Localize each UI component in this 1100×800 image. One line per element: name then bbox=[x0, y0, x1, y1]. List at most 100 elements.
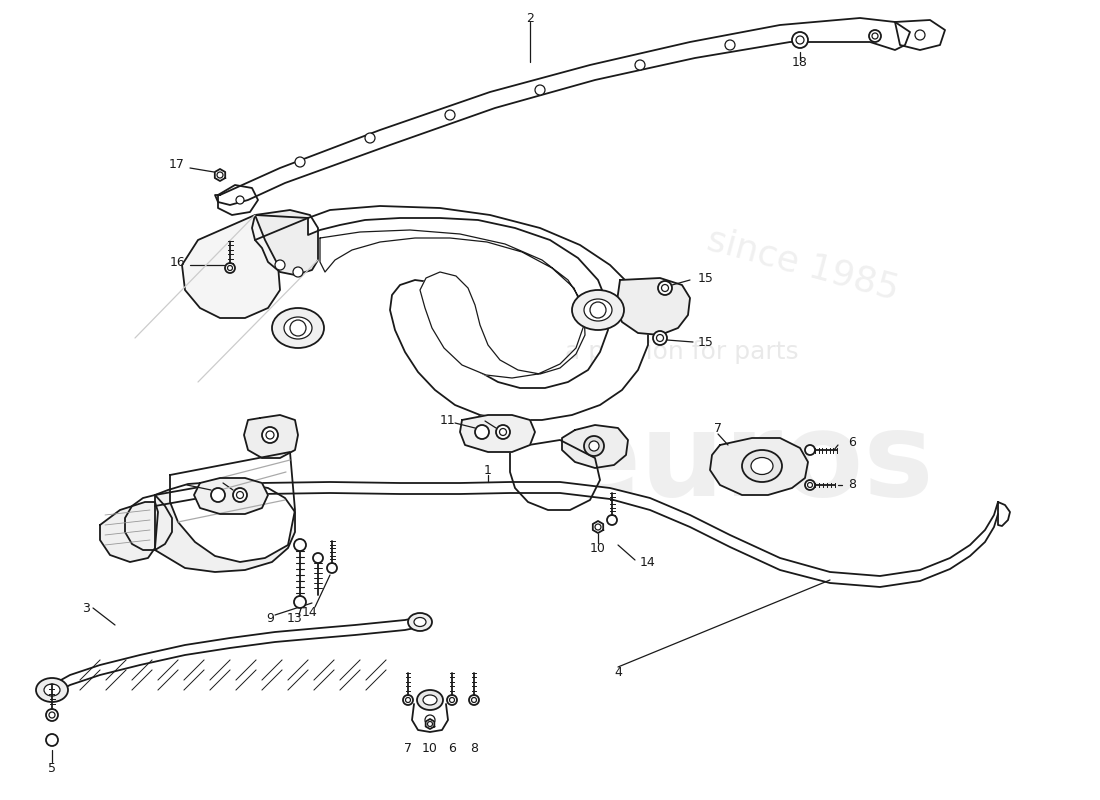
Polygon shape bbox=[593, 521, 603, 533]
Polygon shape bbox=[460, 415, 535, 452]
Ellipse shape bbox=[408, 613, 432, 631]
Circle shape bbox=[472, 698, 476, 702]
Circle shape bbox=[807, 482, 813, 487]
Polygon shape bbox=[218, 185, 258, 215]
Circle shape bbox=[658, 281, 672, 295]
Polygon shape bbox=[182, 215, 280, 318]
Ellipse shape bbox=[584, 299, 612, 321]
Circle shape bbox=[365, 133, 375, 143]
Text: 8: 8 bbox=[470, 742, 478, 754]
Text: a passion for parts: a passion for parts bbox=[565, 340, 799, 364]
Circle shape bbox=[403, 695, 412, 705]
Circle shape bbox=[428, 722, 432, 726]
Text: 8: 8 bbox=[848, 478, 856, 491]
Circle shape bbox=[295, 157, 305, 167]
Text: 5: 5 bbox=[48, 762, 56, 774]
Circle shape bbox=[262, 427, 278, 443]
Circle shape bbox=[635, 60, 645, 70]
Circle shape bbox=[657, 334, 663, 342]
Circle shape bbox=[915, 30, 925, 40]
Ellipse shape bbox=[272, 308, 324, 348]
Circle shape bbox=[590, 302, 606, 318]
Ellipse shape bbox=[742, 450, 782, 482]
Circle shape bbox=[236, 196, 244, 204]
Circle shape bbox=[226, 263, 235, 273]
Circle shape bbox=[725, 40, 735, 50]
Circle shape bbox=[46, 734, 58, 746]
Circle shape bbox=[266, 431, 274, 439]
Circle shape bbox=[805, 480, 815, 490]
Polygon shape bbox=[426, 719, 434, 729]
Text: 15: 15 bbox=[698, 271, 714, 285]
Circle shape bbox=[653, 331, 667, 345]
Text: 14: 14 bbox=[640, 555, 656, 569]
Polygon shape bbox=[244, 415, 298, 458]
Text: euros: euros bbox=[561, 406, 935, 522]
Text: 11: 11 bbox=[439, 414, 455, 426]
Circle shape bbox=[805, 445, 815, 455]
Text: 12: 12 bbox=[207, 475, 222, 489]
Polygon shape bbox=[510, 440, 600, 510]
Text: 1: 1 bbox=[484, 463, 492, 477]
Polygon shape bbox=[895, 20, 945, 50]
Circle shape bbox=[275, 260, 285, 270]
Circle shape bbox=[217, 172, 223, 178]
Circle shape bbox=[661, 285, 669, 291]
Ellipse shape bbox=[44, 684, 60, 696]
Text: 16: 16 bbox=[169, 255, 185, 269]
Text: since 1985: since 1985 bbox=[703, 222, 903, 306]
Polygon shape bbox=[616, 278, 690, 335]
Circle shape bbox=[327, 563, 337, 573]
Polygon shape bbox=[214, 169, 225, 181]
Circle shape bbox=[607, 515, 617, 525]
Ellipse shape bbox=[424, 695, 437, 705]
Polygon shape bbox=[155, 482, 998, 587]
Circle shape bbox=[446, 110, 455, 120]
Polygon shape bbox=[252, 210, 318, 275]
Polygon shape bbox=[710, 438, 808, 495]
Circle shape bbox=[294, 539, 306, 551]
Polygon shape bbox=[155, 482, 295, 572]
Text: 6: 6 bbox=[848, 435, 856, 449]
Polygon shape bbox=[100, 502, 158, 562]
Circle shape bbox=[792, 32, 808, 48]
Circle shape bbox=[535, 85, 544, 95]
Circle shape bbox=[50, 712, 55, 718]
Circle shape bbox=[872, 33, 878, 39]
Polygon shape bbox=[998, 502, 1010, 526]
Circle shape bbox=[211, 488, 226, 502]
Circle shape bbox=[469, 695, 478, 705]
Text: 11: 11 bbox=[169, 475, 185, 489]
Polygon shape bbox=[562, 425, 628, 468]
Text: 9: 9 bbox=[266, 611, 274, 625]
Polygon shape bbox=[320, 230, 585, 378]
Text: 12: 12 bbox=[477, 414, 493, 426]
Polygon shape bbox=[214, 18, 910, 205]
Circle shape bbox=[584, 436, 604, 456]
Text: 10: 10 bbox=[422, 742, 438, 754]
Polygon shape bbox=[52, 618, 415, 695]
Ellipse shape bbox=[284, 317, 312, 339]
Ellipse shape bbox=[414, 618, 426, 626]
Circle shape bbox=[447, 695, 456, 705]
Text: 7: 7 bbox=[714, 422, 722, 434]
Ellipse shape bbox=[572, 290, 624, 330]
Circle shape bbox=[293, 267, 303, 277]
Circle shape bbox=[314, 553, 323, 563]
Ellipse shape bbox=[417, 690, 443, 710]
Circle shape bbox=[869, 30, 881, 42]
Circle shape bbox=[496, 425, 510, 439]
Ellipse shape bbox=[751, 458, 773, 474]
Text: 10: 10 bbox=[590, 542, 606, 554]
Circle shape bbox=[450, 698, 454, 702]
Circle shape bbox=[588, 441, 600, 451]
Circle shape bbox=[425, 715, 435, 725]
Text: 18: 18 bbox=[792, 55, 807, 69]
Polygon shape bbox=[194, 478, 268, 514]
Text: 15: 15 bbox=[698, 335, 714, 349]
Circle shape bbox=[406, 698, 410, 702]
Circle shape bbox=[796, 36, 804, 44]
Circle shape bbox=[499, 429, 506, 435]
Text: 2: 2 bbox=[526, 11, 534, 25]
Polygon shape bbox=[170, 452, 295, 562]
